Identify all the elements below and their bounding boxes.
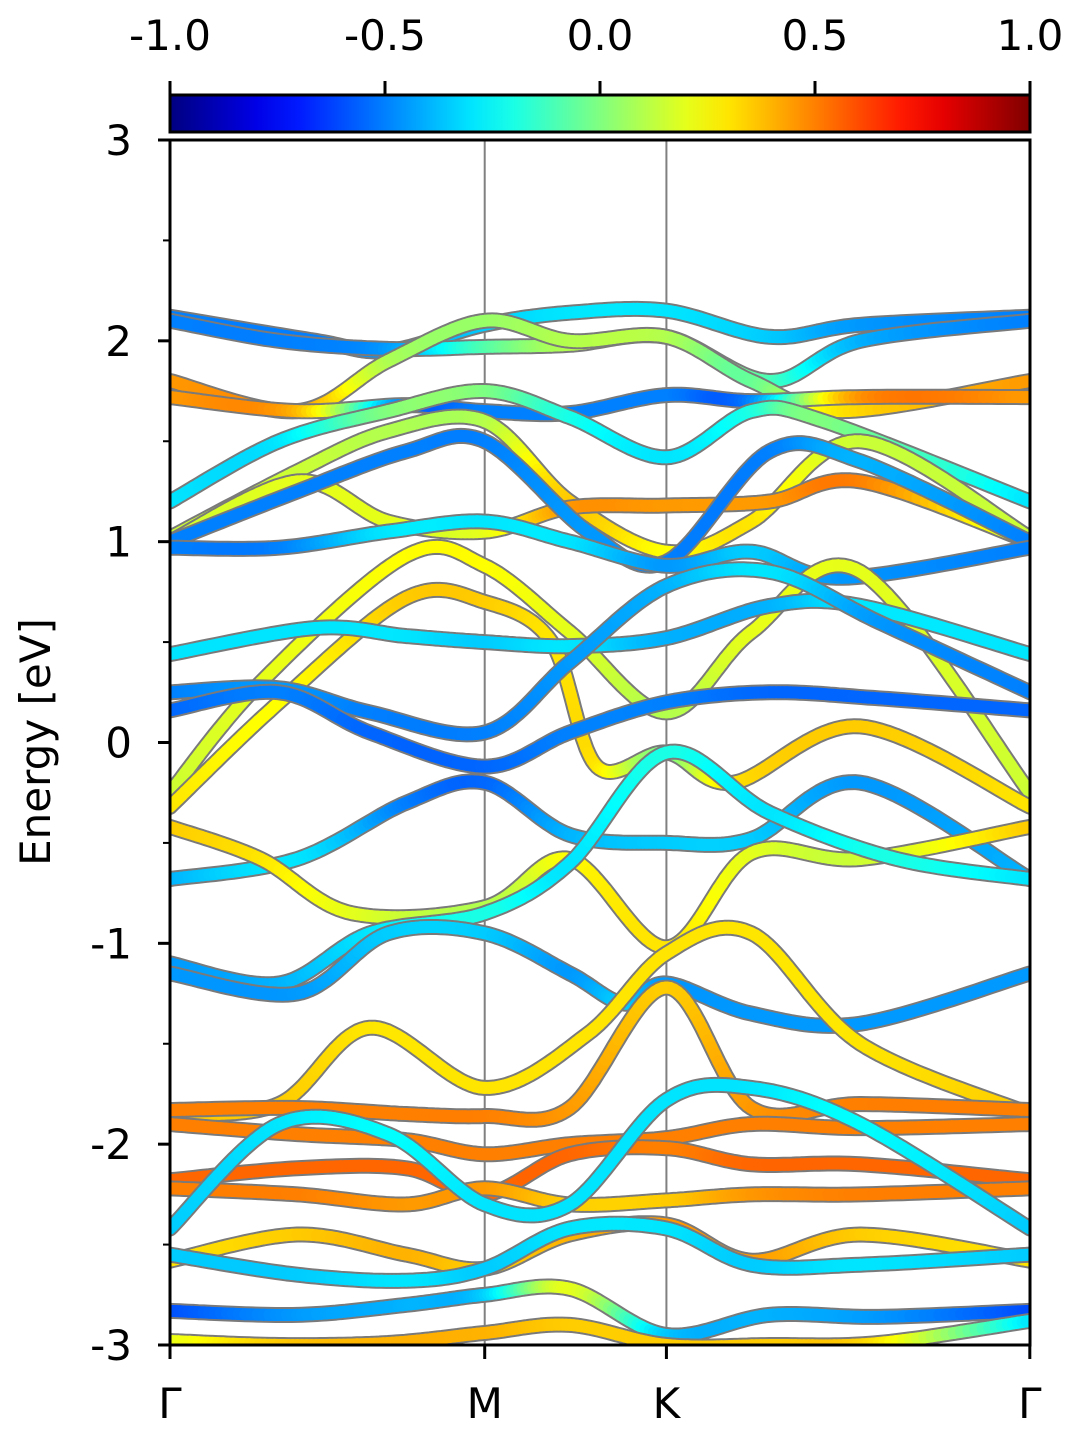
band-outline <box>170 743 1030 993</box>
colorbar-gradient <box>168 93 1032 134</box>
band-2 <box>170 312 1030 389</box>
colorbar-tick-label: 1.0 <box>997 11 1064 60</box>
band-10 <box>170 538 1030 801</box>
colorbar-tick-label: 0.5 <box>782 11 849 60</box>
colorbar-tick-label: -0.5 <box>344 11 426 60</box>
band-14 <box>170 683 1030 775</box>
bands <box>170 300 1030 1345</box>
band-20 <box>170 979 1030 1128</box>
band-17 <box>170 743 1030 993</box>
colorbar: -1.0 -0.5 0.0 0.5 1.0 <box>129 11 1063 134</box>
band-23 <box>170 1180 1030 1213</box>
band-22 <box>170 1139 1030 1203</box>
colorbar-tick-label: -1.0 <box>129 11 211 60</box>
band-5 <box>170 383 1030 510</box>
band-26 <box>170 1215 1030 1289</box>
band-24 <box>170 1076 1030 1237</box>
colorbar-ticks: -1.0 -0.5 0.0 0.5 1.0 <box>129 11 1063 95</box>
colorbar-tick-label: 0.0 <box>567 11 634 60</box>
band-9 <box>170 513 1030 586</box>
